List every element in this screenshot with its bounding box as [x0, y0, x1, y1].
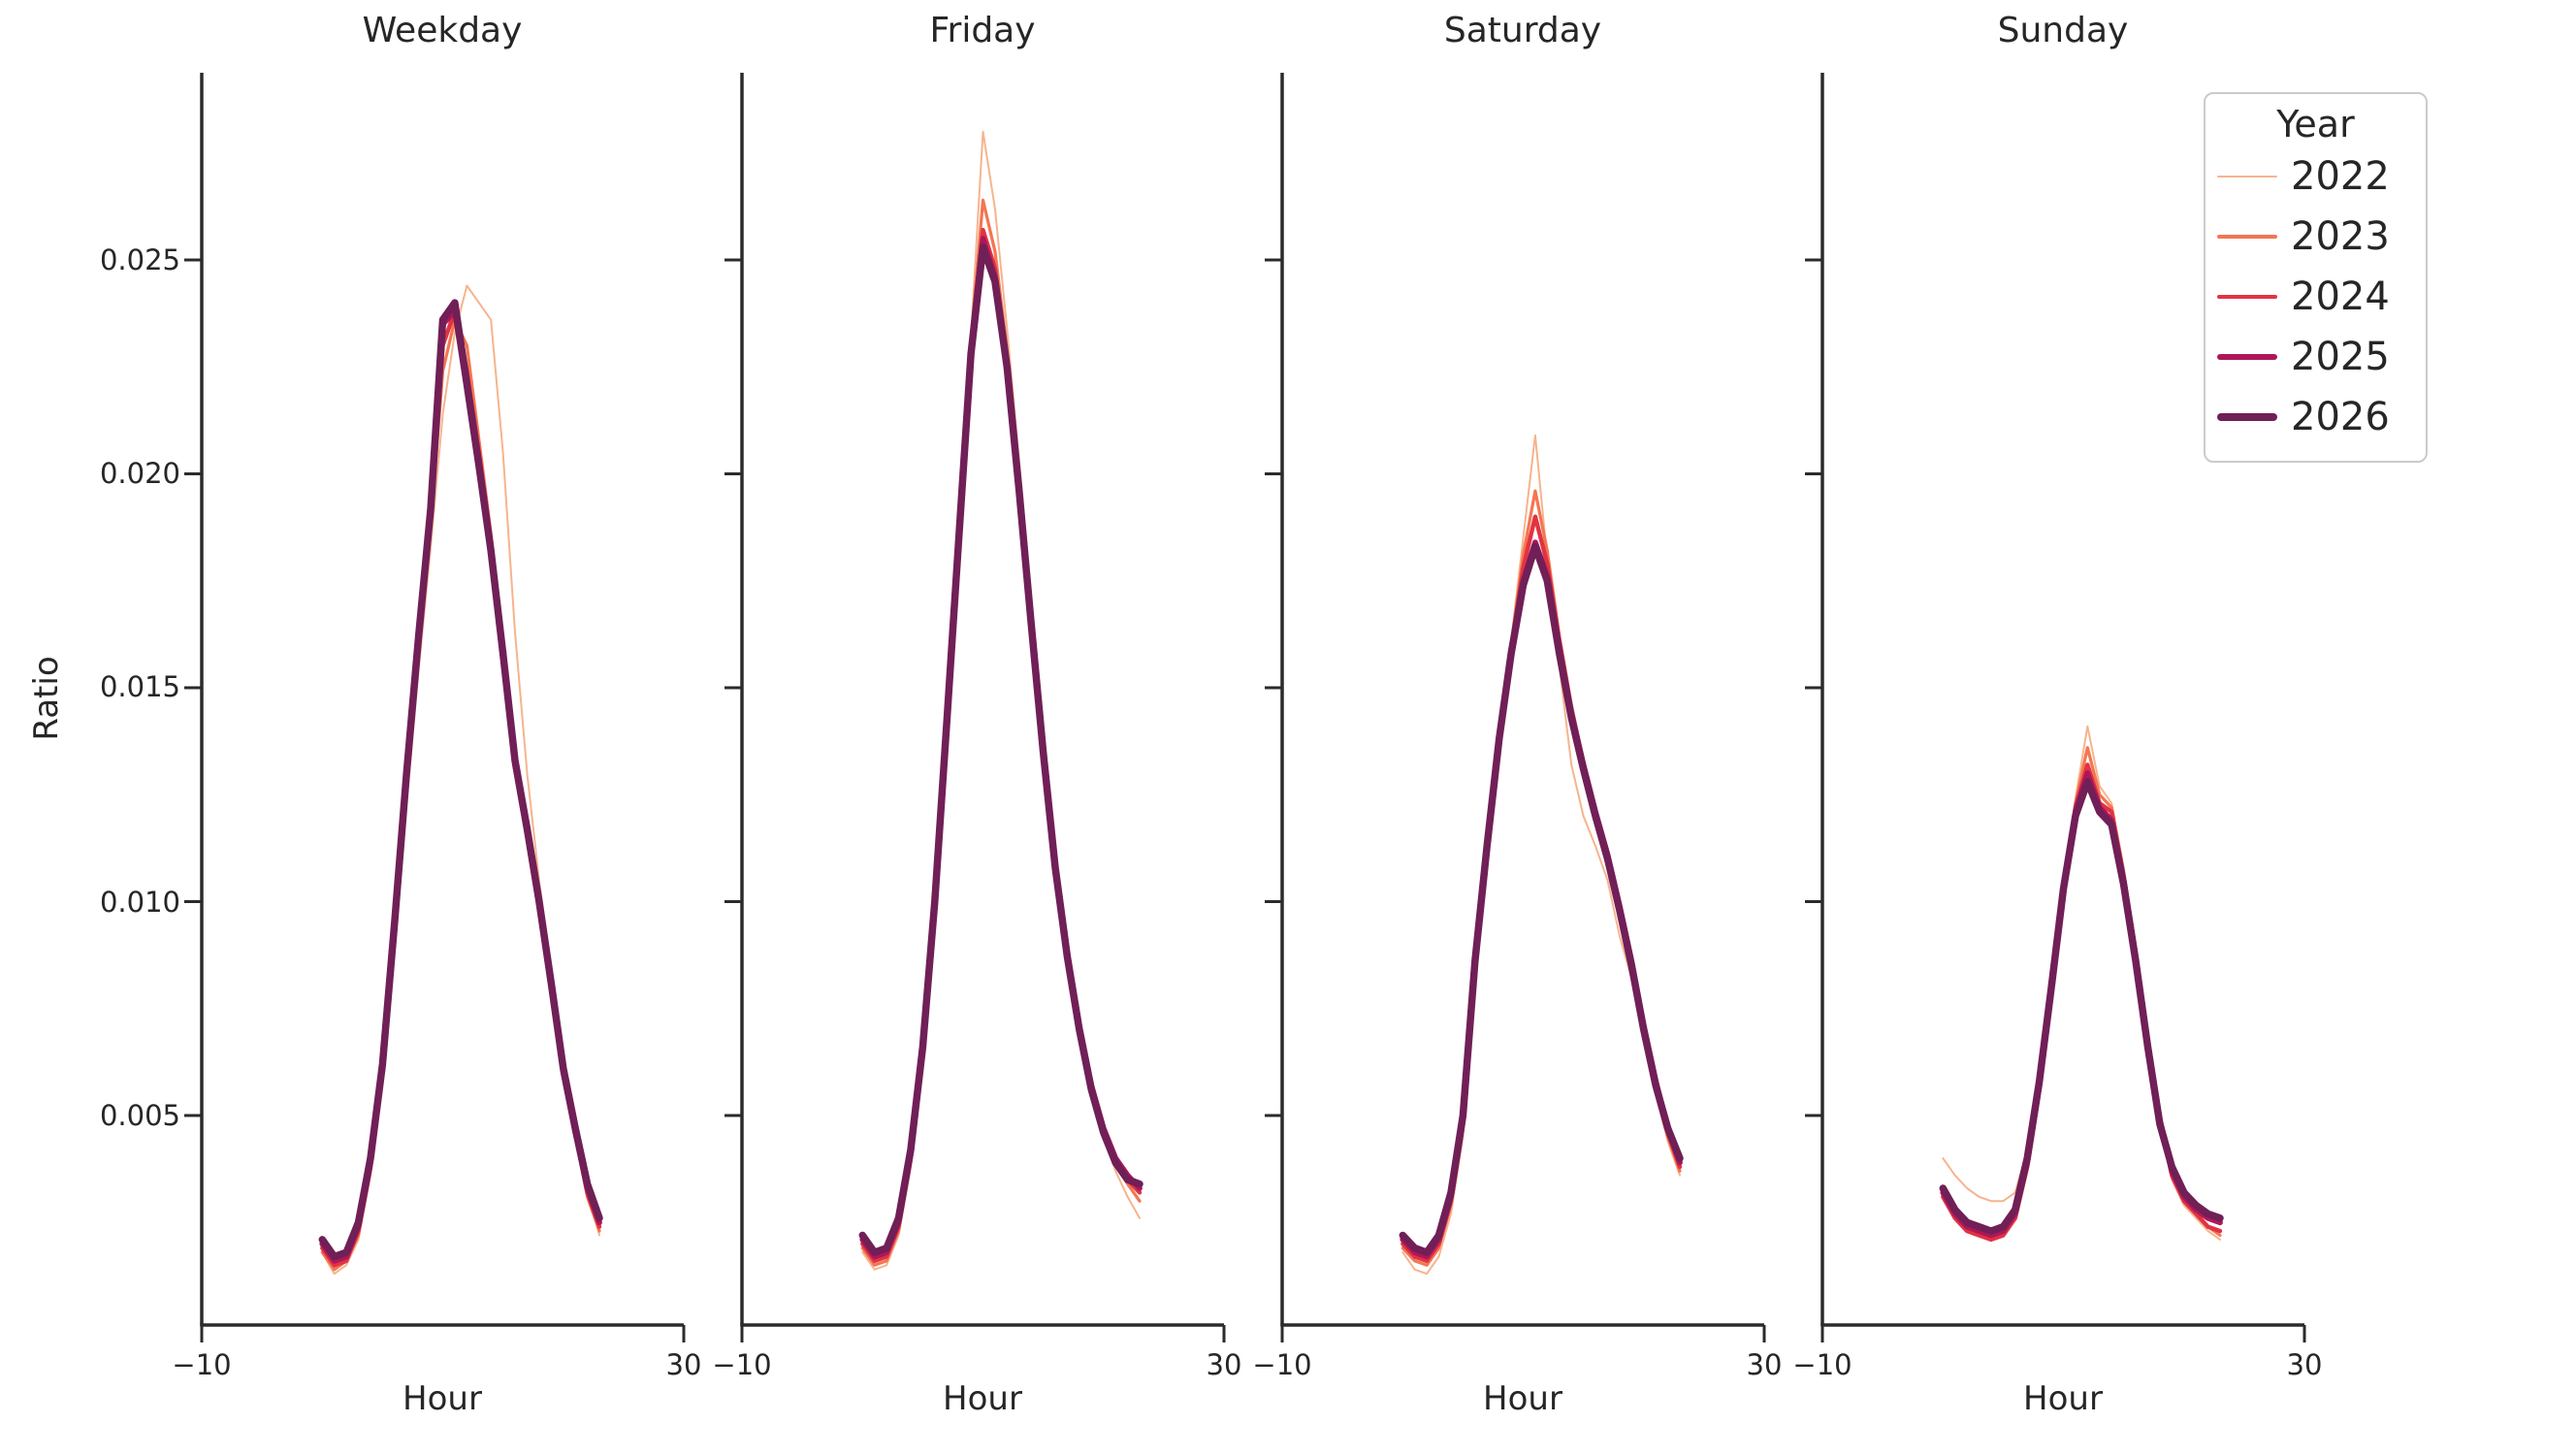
legend-row-2022: 2022	[2206, 146, 2426, 207]
legend-row-2025: 2025	[2206, 327, 2426, 387]
xtick-f2-max: 30	[1206, 1348, 1242, 1381]
xtick-f2-min: −10	[712, 1348, 772, 1381]
ytick-0.010: 0.010	[99, 886, 180, 919]
legend-line-2026-icon	[2217, 413, 2277, 421]
legend-label-2022: 2022	[2291, 154, 2390, 199]
legend-title: Year	[2276, 103, 2355, 146]
facet-title-friday: Friday	[929, 11, 1036, 50]
x-axis-label-1: Hour	[402, 1379, 482, 1418]
ytick-0.025: 0.025	[99, 243, 180, 276]
x-axis-label-3: Hour	[1483, 1379, 1562, 1418]
legend: Year 2022 2023 2024 2025 2026	[2204, 92, 2428, 463]
x-axis-label-4: Hour	[2023, 1379, 2103, 1418]
legend-line-2022-icon	[2217, 176, 2277, 178]
ytick-0.005: 0.005	[99, 1099, 180, 1132]
y-axis-label: Ratio	[27, 656, 66, 741]
legend-line-2023-icon	[2217, 235, 2277, 239]
xtick-f1-min: −10	[172, 1348, 232, 1381]
legend-line-2025-icon	[2217, 354, 2277, 360]
facet-title-weekday: Weekday	[362, 11, 523, 50]
legend-label-2023: 2023	[2291, 214, 2390, 259]
legend-label-2026: 2026	[2291, 395, 2390, 439]
xtick-f3-min: −10	[1252, 1348, 1312, 1381]
xtick-f1-max: 30	[665, 1348, 702, 1381]
xtick-f3-max: 30	[1746, 1348, 1783, 1381]
legend-row-2023: 2023	[2206, 207, 2426, 267]
xtick-f4-max: 30	[2286, 1348, 2323, 1381]
ytick-0.020: 0.020	[99, 457, 180, 490]
facet-title-sunday: Sunday	[1997, 11, 2129, 50]
legend-label-2025: 2025	[2291, 335, 2390, 379]
ytick-0.015: 0.015	[99, 670, 180, 703]
legend-label-2024: 2024	[2291, 275, 2390, 319]
x-axis-label-2: Hour	[943, 1379, 1022, 1418]
legend-row-2026: 2026	[2206, 387, 2426, 447]
xtick-f4-min: −10	[1792, 1348, 1852, 1381]
legend-row-2024: 2024	[2206, 267, 2426, 327]
legend-line-2024-icon	[2217, 294, 2277, 300]
facet-title-saturday: Saturday	[1443, 11, 1602, 50]
